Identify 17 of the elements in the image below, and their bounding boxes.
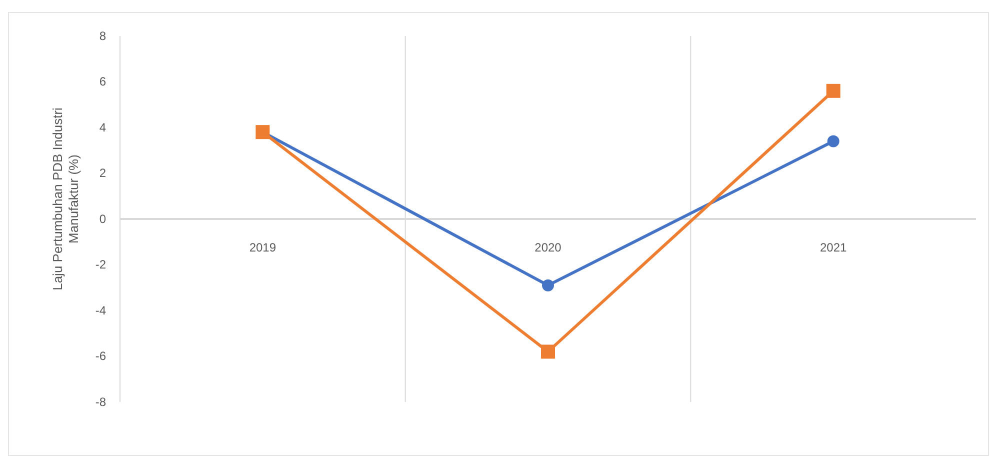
y-tick-label: -8	[95, 394, 106, 409]
x-tick-label: 2019	[249, 240, 276, 255]
x-tick-label: 2020	[534, 240, 562, 255]
y-tick-label: 0	[99, 212, 106, 226]
point	[541, 344, 555, 359]
point	[827, 135, 840, 148]
point	[826, 84, 840, 98]
y-tick-label: 6	[99, 74, 106, 89]
y-tick-label: 8	[99, 28, 106, 43]
y-axis-title: Laju Pertumbuhan PDB Industri Manufaktur (%)	[50, 107, 81, 290]
y-tick-label: -2	[95, 258, 106, 272]
y-tick-label: 2	[99, 166, 106, 180]
y-tick-label: 4	[99, 120, 106, 134]
point	[542, 279, 554, 292]
y-tick-label: -4	[95, 303, 106, 318]
y-tick-label: -6	[95, 349, 106, 364]
x-tick-label: 2021	[820, 240, 848, 255]
